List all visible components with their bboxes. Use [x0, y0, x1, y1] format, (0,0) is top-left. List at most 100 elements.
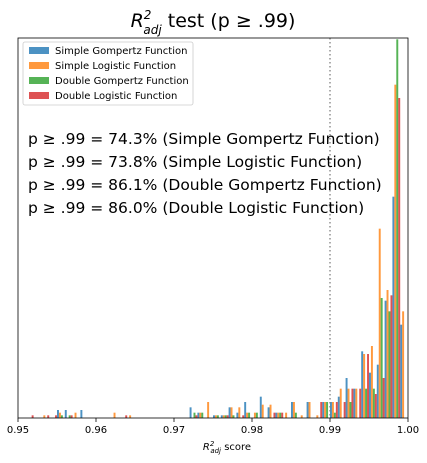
bar-1-18	[337, 396, 340, 418]
bar-4-8	[242, 415, 245, 418]
bar-2-16	[277, 412, 280, 418]
legend-label: Simple Gompertz Function	[55, 46, 187, 57]
bar-2-19	[300, 415, 303, 418]
bar-4-20	[398, 98, 401, 418]
bar-3-16	[372, 388, 375, 418]
bar-3-14	[349, 402, 352, 418]
legend-box	[22, 41, 194, 106]
bar-2-11	[238, 407, 241, 418]
bar-3-17	[380, 298, 383, 418]
bar-4-2	[47, 415, 50, 418]
bar-1-9	[236, 412, 239, 418]
bar-3-3	[193, 412, 196, 418]
bar-3-11	[294, 412, 297, 418]
bar-1-15	[306, 402, 309, 418]
bar-4-4	[70, 415, 73, 418]
bar-3-15	[365, 388, 368, 418]
bar-3-19	[396, 39, 399, 418]
bar-1-7	[220, 415, 223, 418]
bar-4-3	[55, 415, 57, 418]
annotation-line: p ≥ .99 = 74.3% (Simple Gompertz Functio…	[28, 130, 380, 148]
bar-1-13	[275, 412, 278, 418]
bar-1-25	[392, 196, 395, 418]
bar-2-3	[74, 412, 77, 418]
bar-1-12	[267, 407, 270, 418]
bar-2-4	[113, 412, 116, 418]
legend-swatch	[29, 77, 49, 84]
x-tick-label: 0.95	[7, 425, 29, 436]
bar-1-1	[57, 410, 59, 418]
bar-2-15	[269, 404, 272, 418]
x-axis-ticks: 0.95 0.96 0.97 0.98 0.99 1.00	[7, 418, 419, 436]
bar-1-19	[345, 378, 348, 418]
bar-2-25	[347, 388, 350, 418]
x-tick-label: 0.98	[241, 425, 263, 436]
bar-1-10	[244, 402, 247, 418]
bar-1-23	[376, 364, 379, 418]
bar-2-2	[58, 412, 61, 418]
annotation-line: p ≥ .99 = 86.1% (Double Gompertz Functio…	[28, 176, 382, 194]
legend-swatch	[29, 47, 49, 54]
bar-2-30	[386, 290, 389, 418]
bar-2-20	[308, 402, 311, 418]
bar-2-29	[378, 228, 381, 418]
bar-2-5	[129, 415, 132, 418]
bar-1-2	[64, 410, 67, 418]
bar-4-5	[125, 415, 128, 418]
annotation-block: p ≥ .99 = 74.3% (Simple Gompertz Functio…	[28, 130, 382, 217]
bar-2-17	[285, 412, 288, 418]
bar-3-5	[216, 415, 219, 418]
bar-1-8	[228, 407, 231, 418]
bar-2-23	[331, 402, 334, 418]
bar-4-1	[31, 415, 34, 418]
bar-2-7	[207, 402, 210, 418]
bar-4-9	[273, 412, 276, 418]
bar-4-7	[226, 415, 229, 418]
bar-4-17	[374, 394, 377, 418]
x-tick-label: 0.97	[163, 425, 185, 436]
x-tick-label: 0.99	[319, 425, 341, 436]
x-tick-label: 0.96	[85, 425, 107, 436]
bar-1-22	[369, 372, 371, 418]
annotation-line: p ≥ .99 = 86.0% (Double Logistic Functio…	[28, 199, 364, 217]
bar-4-10	[281, 412, 284, 418]
bar-3-1	[60, 415, 63, 418]
bar-2-1	[43, 415, 46, 418]
bar-2-14	[261, 404, 264, 418]
bar-2-28	[370, 346, 373, 418]
bar-3-4	[201, 412, 204, 418]
bar-3-18	[388, 311, 391, 418]
bar-2-27	[363, 354, 366, 418]
bar-2-21	[316, 415, 319, 418]
bar-4-11	[320, 402, 323, 418]
bar-1-17	[330, 402, 332, 418]
bar-1-3	[80, 410, 83, 418]
bar-3-7	[232, 415, 235, 418]
x-tick-label: 1.00	[397, 425, 419, 436]
histogram-bars	[31, 39, 405, 419]
bar-2-13	[253, 412, 256, 418]
bar-2-31	[394, 84, 397, 419]
bar-1-24	[384, 300, 387, 418]
x-axis-label: R2 adj score	[203, 440, 251, 455]
bar-2-32	[402, 311, 405, 418]
bar-2-10	[230, 407, 233, 418]
bar-1-11	[259, 396, 262, 418]
bar-1-5	[197, 412, 200, 418]
bar-4-16	[367, 354, 369, 418]
bar-1-26	[400, 324, 403, 418]
bar-3-10	[279, 412, 282, 418]
bar-2-8	[214, 415, 217, 418]
bar-3-12	[326, 402, 329, 418]
bar-4-18	[382, 378, 385, 418]
bar-2-6	[199, 412, 202, 418]
bar-4-19	[390, 295, 393, 418]
bar-3-13	[333, 412, 336, 418]
bar-4-12	[335, 402, 338, 418]
legend-label: Double Gompertz Function	[55, 76, 189, 87]
bar-3-8	[248, 412, 251, 418]
bar-4-6	[195, 415, 198, 418]
bar-2-22	[324, 402, 327, 418]
bar-1-6	[213, 415, 215, 418]
